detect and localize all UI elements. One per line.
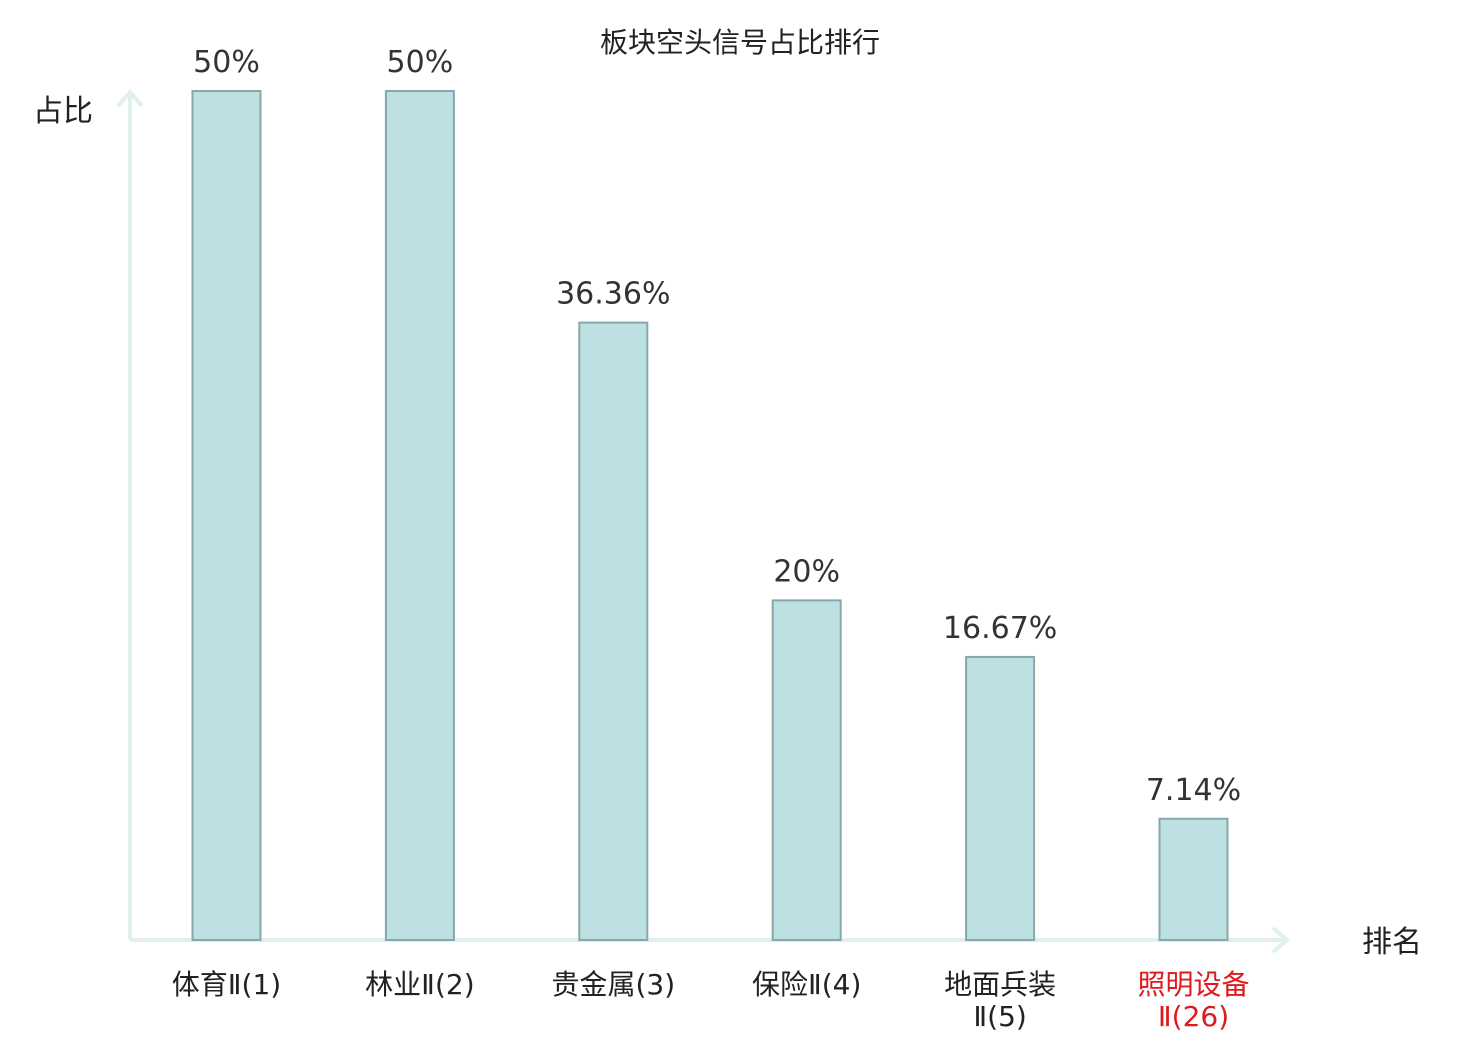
bar-2 — [384, 90, 455, 941]
bar-6 — [1158, 817, 1229, 942]
x-tick-label-2: 林业Ⅱ(2) — [365, 968, 474, 1001]
value-labels-group: 50% 50% 36.36% 20% 16.67% 7.14% — [193, 45, 1241, 808]
x-tick-label-3: 贵金属(3) — [551, 968, 675, 1001]
y-axis-label: 占比 — [33, 94, 93, 129]
chart-title: 板块空头信号占比排行 — [600, 26, 880, 59]
y-axis — [116, 88, 144, 940]
bar-5 — [965, 655, 1036, 942]
bar-4 — [771, 599, 842, 942]
value-label-6: 7.14% — [1146, 773, 1241, 808]
x-axis — [130, 926, 1291, 954]
x-tick-label-6-line-2: Ⅱ(26) — [1158, 1000, 1229, 1033]
x-tick-label-6-line-1: 照明设备 — [1137, 968, 1249, 1001]
value-label-3: 36.36% — [556, 277, 670, 312]
x-axis-label: 排名 — [1362, 925, 1422, 960]
bar-1 — [191, 90, 262, 941]
x-tick-label-1: 体育Ⅱ(1) — [172, 968, 281, 1001]
x-tick-label-5-line-1: 地面兵装 — [944, 968, 1056, 1001]
bar-3 — [578, 321, 649, 942]
bars-group — [191, 90, 1229, 942]
value-label-2: 50% — [387, 45, 454, 80]
value-label-5: 16.67% — [943, 611, 1057, 646]
value-label-1: 50% — [193, 45, 260, 80]
x-tick-label-4: 保险Ⅱ(4) — [752, 968, 861, 1001]
value-label-4: 20% — [773, 554, 840, 589]
x-tick-label-5-line-2: Ⅱ(5) — [973, 1000, 1026, 1033]
